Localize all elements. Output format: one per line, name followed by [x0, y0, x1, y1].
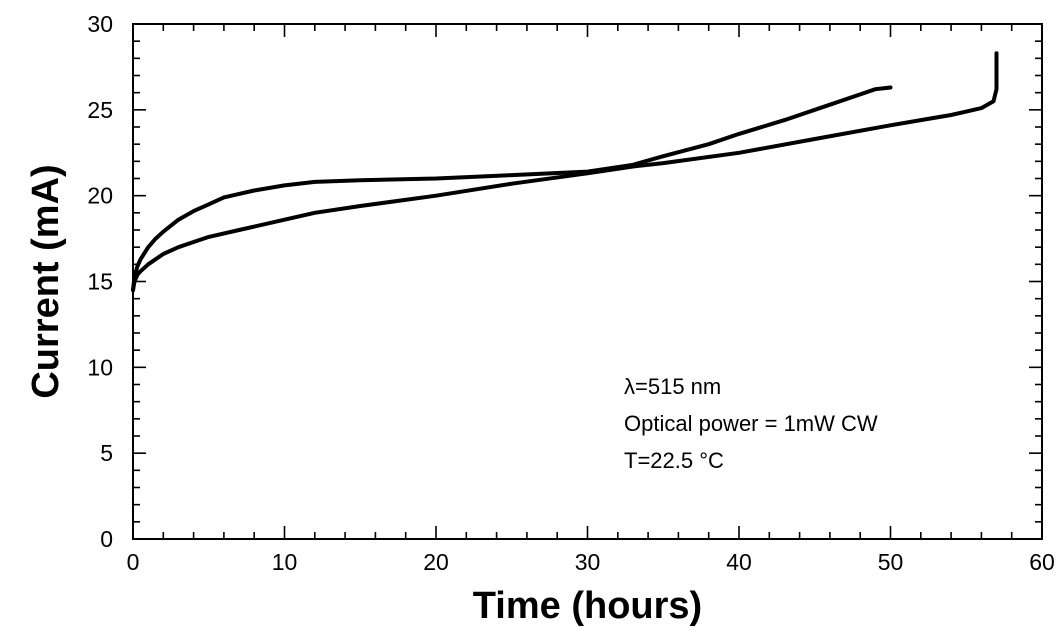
x-tick-label: 20	[423, 549, 449, 575]
x-tick-label: 60	[1029, 549, 1055, 575]
y-tick-label: 20	[87, 183, 113, 209]
x-tick-label: 30	[575, 549, 601, 575]
plot-frame	[132, 23, 1043, 540]
x-tick-label: 40	[726, 549, 752, 575]
y-tick-label: 5	[100, 440, 113, 466]
x-tick-label: 50	[878, 549, 904, 575]
x-axis-title: Time (hours)	[473, 585, 702, 627]
x-tick-label: 10	[272, 549, 298, 575]
series-line-2	[131, 51, 999, 293]
series-line-1	[131, 85, 893, 293]
y-tick-label: 25	[87, 97, 113, 123]
y-tick-label: 10	[87, 354, 113, 380]
y-tick-label: 15	[87, 269, 113, 295]
annotation-temperature: T=22.5 °C	[624, 448, 724, 473]
y-tick-label: 30	[87, 11, 113, 37]
y-axis-title: Current (mA)	[25, 164, 67, 398]
annotation-wavelength: λ=515 nm	[624, 374, 721, 399]
x-tick-label: 0	[127, 549, 140, 575]
annotation-optical-power: Optical power = 1mW CW	[624, 411, 878, 436]
y-tick-label: 0	[100, 526, 113, 552]
